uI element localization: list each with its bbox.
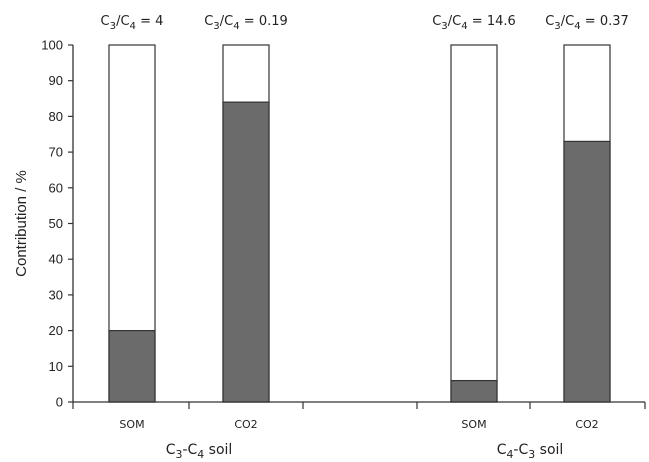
ratio-annotation: C3/C4 = 0.37	[545, 14, 629, 32]
bar-filled	[450, 379, 498, 403]
y-tick-label: 60	[49, 180, 63, 195]
y-axis-label: Contribution / %	[13, 170, 30, 277]
group-label: C3-C4 soil	[166, 442, 233, 461]
y-tick-label: 0	[56, 395, 63, 410]
category-label: CO2	[234, 418, 257, 431]
bar-outline	[450, 44, 498, 403]
y-tick-label: 30	[49, 287, 63, 302]
bar-filled	[108, 330, 156, 403]
y-tick-label: 70	[49, 145, 63, 160]
ratio-annotation: C3/C4 = 14.6	[432, 14, 516, 32]
category-label: SOM	[461, 418, 486, 431]
ratio-annotation: C3/C4 = 4	[101, 14, 164, 32]
bar-filled	[563, 140, 611, 403]
y-tick-label: 10	[49, 359, 63, 374]
y-tick-label: 80	[49, 109, 63, 124]
y-tick-label: 90	[49, 73, 63, 88]
y-tick-label: 40	[49, 252, 63, 267]
bar-filled	[222, 101, 270, 403]
ratio-annotation: C3/C4 = 0.19	[204, 14, 288, 32]
y-tick-label: 100	[41, 38, 63, 53]
group-label: C4-C3 soil	[497, 442, 564, 461]
y-tick-label: 50	[49, 216, 63, 231]
category-label: SOM	[119, 418, 144, 431]
category-label: CO2	[575, 418, 598, 431]
y-tick-label: 20	[49, 323, 63, 338]
